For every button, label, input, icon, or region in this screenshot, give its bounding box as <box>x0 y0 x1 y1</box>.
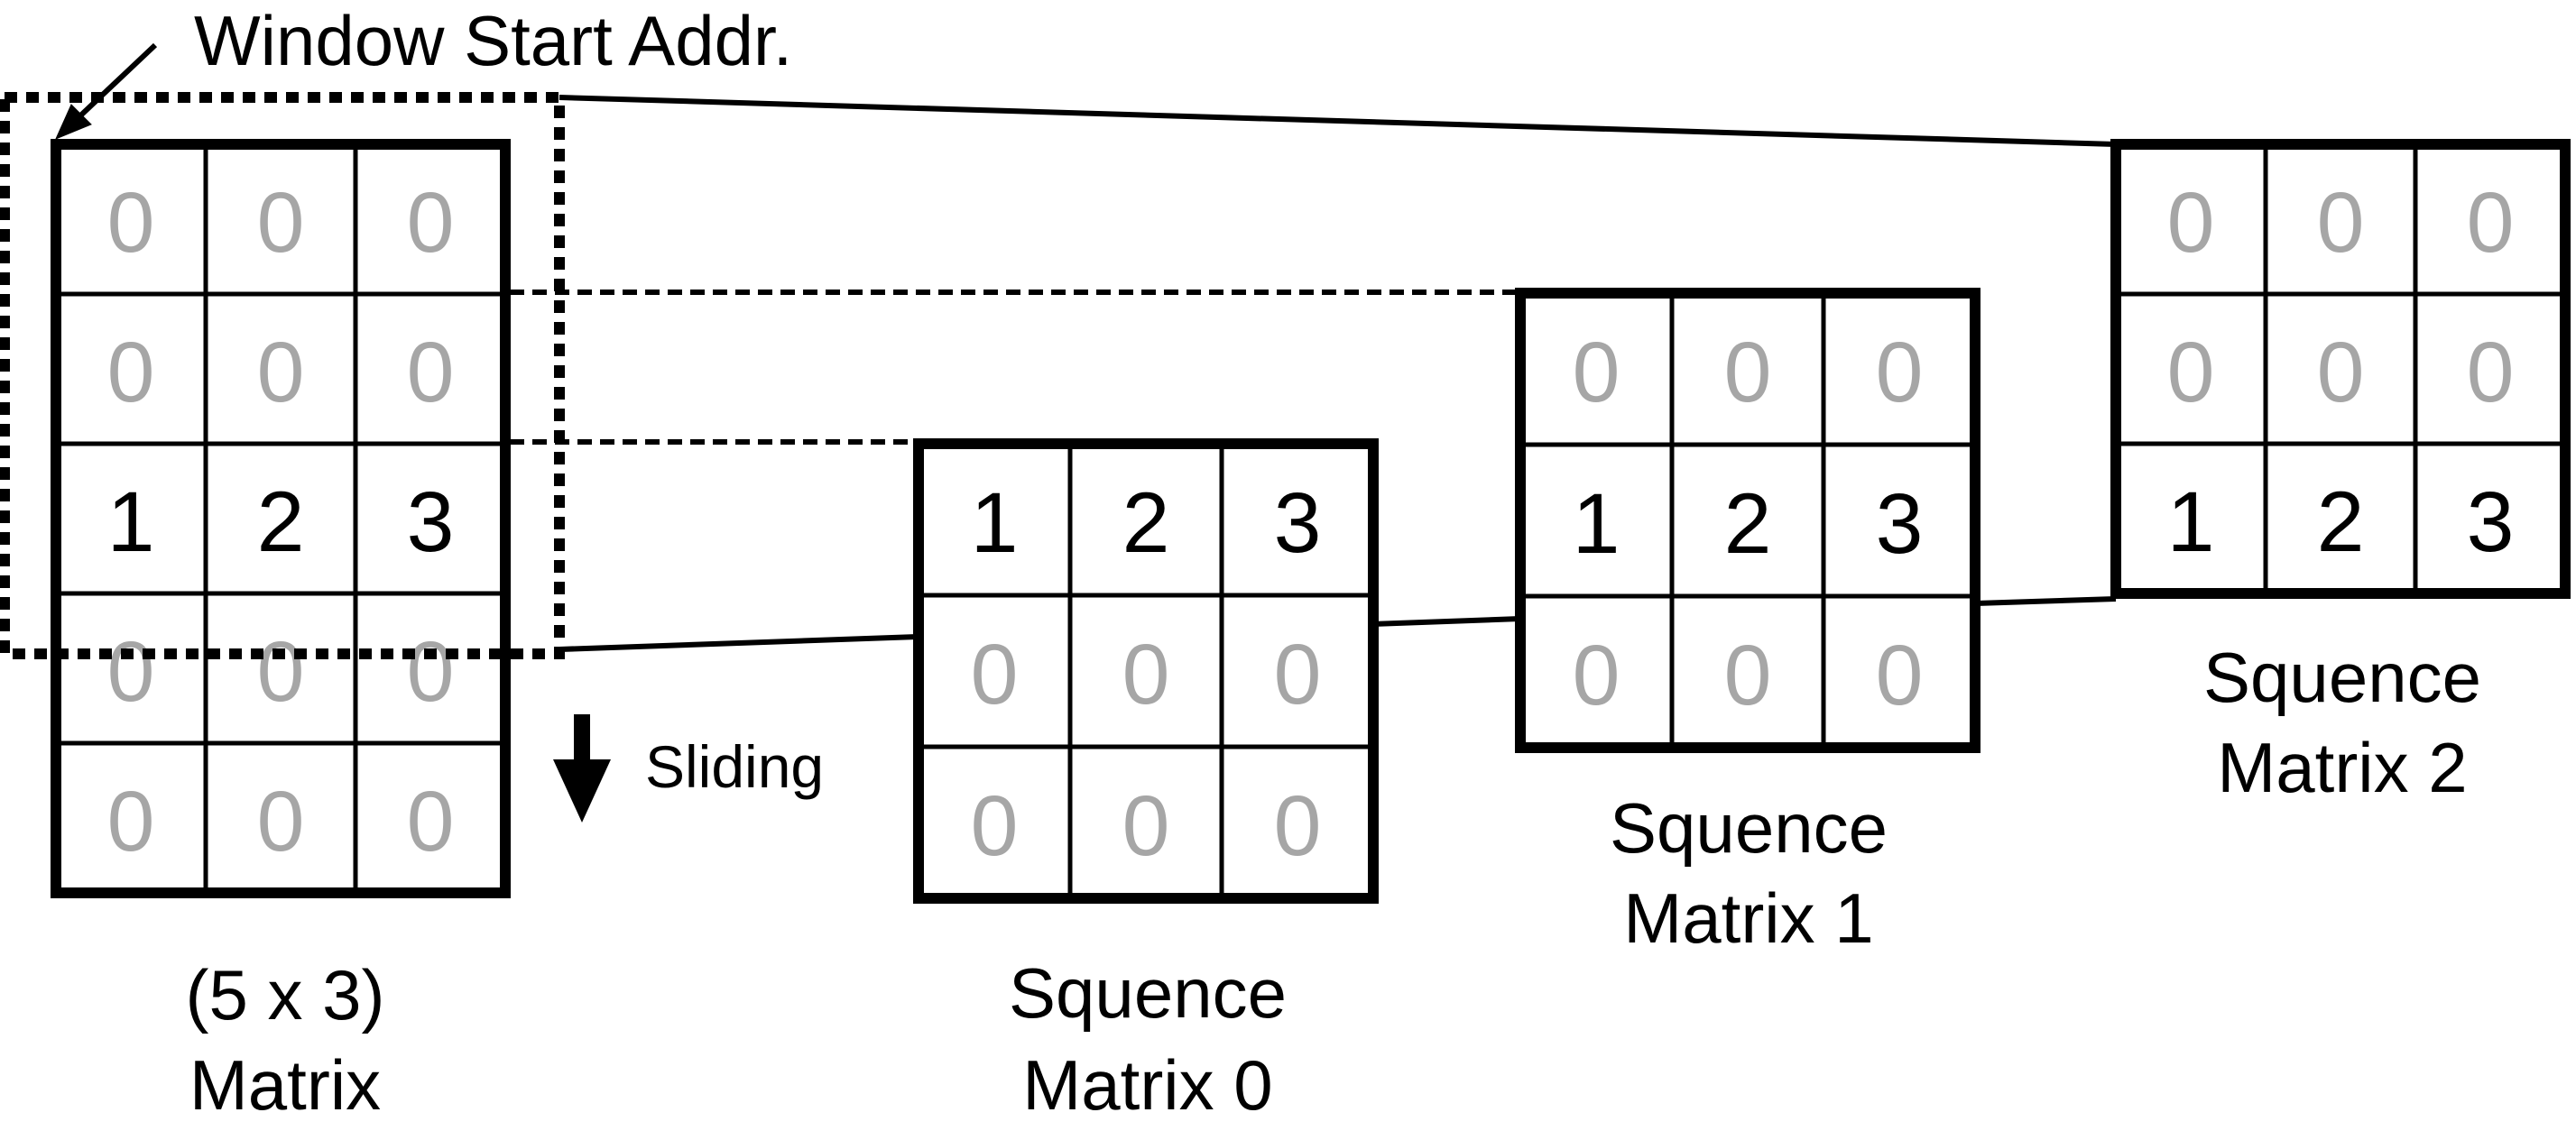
sequence-matrix-2-cell: 0 <box>2317 175 2365 271</box>
sequence-matrix-2-cell: 0 <box>2167 175 2215 271</box>
sequence-matrix-1-cell: 0 <box>1876 628 1924 723</box>
sliding-down-arrow-icon <box>553 714 611 823</box>
source-matrix-cell: 0 <box>107 325 155 420</box>
source-matrix-cell: 1 <box>107 474 155 570</box>
sequence-matrix-0: 1 2 3 0 0 0 0 0 0 <box>913 438 1379 904</box>
source-matrix-cell: 2 <box>257 474 305 570</box>
connector-top-to-seq2 <box>559 95 2117 147</box>
sequence-matrix-1-cell: 1 <box>1573 476 1620 572</box>
sequence-matrix-0-cell: 0 <box>1274 778 1322 874</box>
sliding-window-frame <box>0 92 565 659</box>
sequence-matrix-0-frame <box>913 438 1379 904</box>
sliding-label: Sliding <box>645 733 824 800</box>
connector-bottom-to-seq0 <box>559 634 919 652</box>
source-matrix-frame <box>51 139 511 898</box>
source-matrix-cell: 0 <box>257 325 305 420</box>
sequence-matrix-0-cell: 0 <box>1122 778 1170 874</box>
source-matrix-cell: 0 <box>257 624 305 720</box>
source-matrix: 0 0 0 0 0 0 1 2 3 0 0 0 0 0 0 <box>51 139 511 898</box>
connector-seq1-to-seq2 <box>1975 596 2117 606</box>
source-matrix-cell: 0 <box>257 175 305 271</box>
sequence-matrix-2-frame <box>2110 139 2571 599</box>
source-matrix-cell: 0 <box>407 175 455 271</box>
source-matrix-cell: 0 <box>407 624 455 720</box>
sequence-matrix-0-label-line2: Matrix 0 <box>1022 1045 1272 1125</box>
source-matrix-cell: 0 <box>107 774 155 869</box>
sequence-matrix-2: 0 0 0 0 0 0 1 2 3 <box>2110 139 2571 599</box>
sequence-matrix-1-cell: 0 <box>1724 628 1772 723</box>
sequence-matrix-1: 0 0 0 1 2 3 0 0 0 <box>1515 288 1980 753</box>
window-start-label: Window Start Addr. <box>194 1 792 80</box>
sequence-matrix-1-label-line1: Squence <box>1610 788 1888 868</box>
source-matrix-cell: 3 <box>407 474 455 570</box>
sequence-matrix-1-cell: 2 <box>1724 476 1772 572</box>
sequence-matrix-0-cell: 0 <box>1274 627 1322 722</box>
sequence-matrix-2-cell: 1 <box>2167 474 2215 570</box>
sequence-matrix-0-cell: 2 <box>1122 475 1170 571</box>
sequence-matrix-2-cell: 0 <box>2467 175 2515 271</box>
sequence-matrix-0-cell: 0 <box>1122 627 1170 722</box>
sequence-matrix-0-label-line1: Squence <box>1009 953 1287 1033</box>
source-matrix-cell: 0 <box>407 774 455 869</box>
sequence-matrix-0-cell: 3 <box>1274 475 1322 571</box>
sequence-matrix-2-cell: 2 <box>2317 474 2365 570</box>
source-matrix-label-line1: (5 x 3) <box>185 955 384 1034</box>
connector-seq0-to-seq1 <box>1372 616 1521 627</box>
window-start-arrow <box>55 42 158 140</box>
source-matrix-cell: 0 <box>107 624 155 720</box>
sequence-matrix-1-cell: 0 <box>1573 325 1620 420</box>
sequence-matrix-1-frame <box>1515 288 1980 753</box>
sequence-matrix-1-cell: 0 <box>1573 628 1620 723</box>
sequence-matrix-2-cell: 3 <box>2467 474 2515 570</box>
sequence-matrix-2-label-line1: Squence <box>2203 638 2481 717</box>
sequence-matrix-1-cell: 0 <box>1724 325 1772 420</box>
source-matrix-cell: 0 <box>257 774 305 869</box>
sequence-matrix-2-cell: 0 <box>2167 325 2215 420</box>
sequence-matrix-2-cell: 0 <box>2467 325 2515 420</box>
sequence-matrix-2-cell: 0 <box>2317 325 2365 420</box>
sequence-matrix-1-cell: 3 <box>1876 476 1924 572</box>
source-matrix-cell: 0 <box>407 325 455 420</box>
sequence-matrix-0-cell: 0 <box>971 627 1019 722</box>
source-matrix-label-line2: Matrix <box>189 1045 381 1125</box>
connector-lines <box>510 95 2117 652</box>
sequence-matrix-1-cell: 0 <box>1876 325 1924 420</box>
source-matrix-cell: 0 <box>107 175 155 271</box>
sequence-matrix-2-label-line2: Matrix 2 <box>2217 728 2467 807</box>
sequence-matrix-1-label-line2: Matrix 1 <box>1623 878 1873 958</box>
sequence-matrix-0-cell: 0 <box>971 778 1019 874</box>
sequence-matrix-0-cell: 1 <box>971 475 1019 571</box>
